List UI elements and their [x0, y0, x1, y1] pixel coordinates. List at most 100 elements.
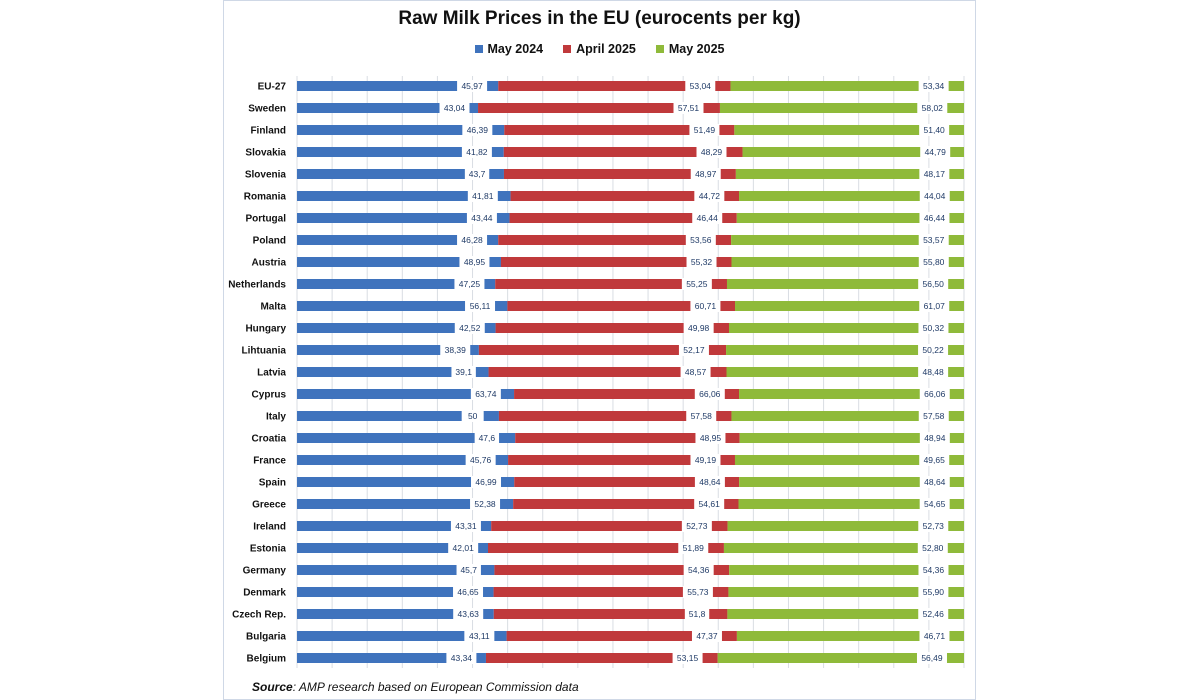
bar-segment: [726, 279, 964, 289]
data-label-bg: [461, 146, 492, 158]
category-label: Ireland: [253, 522, 286, 533]
bar-segment: [297, 323, 496, 333]
data-label-bg: [918, 322, 949, 334]
bar-segment: [297, 169, 504, 179]
bar-segment: [739, 389, 964, 399]
data-label-bg: [689, 124, 720, 136]
bar-segment: [508, 455, 735, 465]
bar-segment: [498, 235, 732, 245]
bar-segment: [728, 587, 964, 597]
data-label: 54,36: [688, 565, 710, 575]
bar-segment: [742, 147, 964, 157]
data-label-bg: [918, 608, 949, 620]
data-label-bg: [919, 212, 950, 224]
data-label-bg: [457, 80, 488, 92]
data-label-bg: [672, 652, 703, 664]
category-label: Austria: [252, 258, 287, 269]
data-label-bg: [470, 388, 501, 400]
data-label-bg: [459, 256, 490, 268]
data-label-bg: [920, 146, 951, 158]
category-label: France: [253, 456, 286, 467]
data-label: 48,95: [700, 433, 722, 443]
bar-segment: [297, 653, 486, 663]
data-label: 46,71: [924, 631, 946, 641]
data-label: 49,98: [688, 323, 710, 333]
data-label: 46,99: [475, 477, 497, 487]
bar-segment: [739, 477, 964, 487]
data-label-bg: [474, 432, 500, 444]
data-label: 54,36: [923, 565, 945, 575]
bar-segment: [297, 631, 507, 641]
data-label: 53,15: [677, 653, 699, 663]
data-label-bg: [461, 410, 484, 422]
bar-segment: [297, 411, 499, 421]
chart-legend: May 2024 April 2025 May 2025: [223, 42, 976, 56]
data-label: 56,11: [470, 301, 491, 311]
data-label: 46,28: [461, 235, 483, 245]
category-label: Hungary: [245, 324, 286, 335]
category-label: Czech Rep.: [232, 610, 286, 621]
bar-segment: [503, 147, 743, 157]
category-label: Poland: [253, 236, 286, 247]
bar-segment: [297, 543, 489, 553]
category-label: Romania: [244, 192, 287, 203]
bar-segment: [735, 301, 964, 311]
bar-segment: [297, 433, 516, 443]
data-label: 55,32: [691, 257, 713, 267]
data-label-bg: [917, 542, 948, 554]
data-label-bg: [686, 410, 717, 422]
bar-segment: [478, 103, 720, 113]
bar-segment: [514, 389, 740, 399]
bar-segment: [297, 609, 494, 619]
data-label-bg: [439, 102, 470, 114]
category-label: Cyprus: [252, 390, 287, 401]
bar-segment: [493, 587, 729, 597]
data-label-bg: [694, 498, 725, 510]
data-label: 48,94: [924, 433, 946, 443]
legend-label-may-2025: May 2025: [668, 42, 725, 56]
data-label-bg: [466, 212, 497, 224]
data-label: 43,04: [444, 103, 466, 113]
data-label: 57,58: [923, 411, 945, 421]
bar-segment: [734, 125, 964, 135]
category-label: Germany: [243, 566, 287, 577]
bar-segment: [297, 301, 508, 311]
data-label: 43,31: [455, 521, 477, 531]
category-label: Latvia: [257, 368, 286, 379]
data-label-bg: [470, 498, 501, 510]
data-label-bg: [690, 454, 721, 466]
category-label: Denmark: [243, 588, 286, 599]
data-label-bg: [685, 80, 716, 92]
data-label-bg: [918, 256, 949, 268]
legend-label-april-2025: April 2025: [576, 42, 636, 56]
bar-segment: [297, 235, 499, 245]
data-label: 42,01: [453, 543, 475, 553]
legend-swatch-may-2025: [655, 45, 664, 53]
data-label-bg: [465, 300, 496, 312]
data-label-bg: [683, 564, 714, 576]
bar-segment: [297, 477, 515, 487]
data-label: 44,79: [925, 147, 947, 157]
legend-swatch-april-2025: [563, 45, 572, 53]
category-label: Greece: [252, 500, 286, 511]
data-label: 46,39: [467, 125, 489, 135]
data-label-bg: [918, 80, 949, 92]
bar-segment: [297, 587, 494, 597]
data-label-bg: [690, 168, 721, 180]
bar-segment: [731, 411, 964, 421]
source-label: Source: [252, 680, 293, 694]
bar-segment: [488, 543, 724, 553]
data-label-bg: [457, 234, 488, 246]
data-label: 57,51: [678, 103, 700, 113]
data-label-bg: [919, 476, 950, 488]
data-label: 55,73: [687, 587, 709, 597]
data-label-bg: [450, 520, 481, 532]
bar-segment: [498, 411, 732, 421]
bar-segment: [498, 81, 731, 91]
data-label-bg: [448, 542, 479, 554]
data-label-bg: [678, 542, 709, 554]
data-label-bg: [695, 432, 726, 444]
bar-segment: [736, 213, 964, 223]
data-label-bg: [919, 190, 950, 202]
data-label: 48,57: [685, 367, 707, 377]
